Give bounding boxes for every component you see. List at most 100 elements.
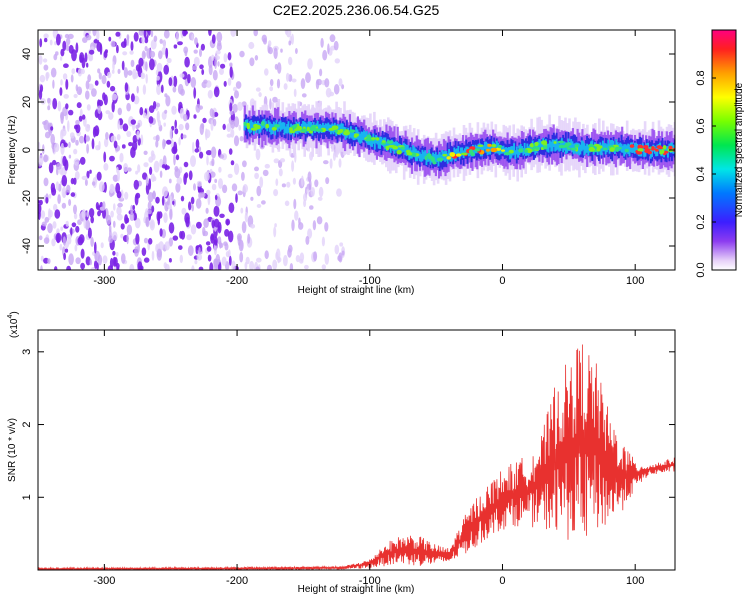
ridge-hotspot (486, 148, 490, 152)
noise-blob (117, 119, 121, 130)
noise-blob (116, 213, 123, 221)
ridge-band (406, 145, 409, 154)
ridge-band (279, 120, 282, 132)
ridge-band (578, 143, 580, 156)
noise-blob (73, 212, 78, 220)
noise-blob (145, 217, 150, 228)
ridge-band (397, 143, 400, 152)
noise-blob (179, 231, 183, 239)
noise-blob (113, 140, 118, 149)
noise-blob (130, 93, 135, 103)
noise-blob (142, 112, 147, 119)
noise-blob (261, 200, 266, 205)
ridge-band (373, 137, 376, 150)
ridge-hotspot (300, 128, 308, 133)
noise-blob (167, 195, 170, 206)
noise-blob (104, 137, 109, 148)
noise-blob (41, 221, 47, 227)
ridge-hotspot (524, 149, 528, 153)
noise-blob (226, 133, 232, 138)
ridge-band (413, 147, 416, 158)
noise-blob (66, 265, 71, 270)
noise-blob (196, 221, 202, 229)
noise-blob (145, 176, 149, 186)
ridge-band (635, 142, 638, 152)
noise-blob (97, 99, 104, 107)
ridge-band (324, 123, 327, 131)
colorbar-tick-label: 0.4 (695, 166, 707, 181)
noise-blob (126, 167, 132, 172)
ridge-hotspot (339, 129, 344, 133)
noise-blob (209, 262, 214, 270)
noise-blob (291, 33, 294, 45)
noise-blob (76, 102, 82, 109)
noise-blob (116, 206, 122, 216)
noise-blob (250, 196, 254, 201)
noise-blob (70, 74, 74, 83)
ridge-band (310, 122, 312, 130)
noise-blob (217, 61, 220, 67)
ridge-hotspot (529, 143, 534, 148)
noise-blob (230, 120, 236, 129)
noise-blob (229, 110, 234, 116)
noise-blob (196, 253, 203, 261)
noise-blob (90, 237, 94, 247)
ridge-band (665, 146, 668, 155)
noise-blob (65, 103, 69, 110)
noise-blob (140, 134, 144, 146)
noise-blob (332, 151, 336, 161)
ridge-band (541, 141, 543, 150)
noise-blob (230, 160, 235, 166)
noise-blob (325, 177, 330, 185)
noise-blob (100, 242, 104, 249)
noise-blob (223, 53, 228, 63)
noise-blob (55, 181, 60, 191)
noise-blob (80, 68, 86, 75)
noise-blob (111, 93, 118, 101)
noise-blob (284, 200, 290, 207)
noise-blob (292, 177, 296, 185)
ridge-band (363, 130, 365, 140)
noise-blob (278, 168, 283, 177)
ridge-band (530, 144, 533, 152)
ridge-band (607, 139, 610, 150)
noise-blob (67, 33, 74, 40)
ridge-hotspot (624, 148, 629, 153)
noise-blob (199, 64, 204, 70)
ridge-band (360, 131, 363, 143)
ridge-band (340, 123, 343, 135)
ridge-band (584, 145, 587, 154)
ridge-band (539, 140, 542, 148)
noise-blob (57, 194, 61, 205)
noise-blob (190, 224, 197, 235)
noise-blob (85, 90, 90, 100)
noise-blob (219, 154, 225, 159)
noise-blob (253, 30, 258, 37)
ridge-band (302, 121, 304, 133)
noise-blob (145, 73, 148, 84)
noise-blob (307, 228, 313, 239)
noise-blob (68, 154, 72, 159)
noise-blob (336, 188, 342, 197)
noise-blob (241, 221, 247, 234)
noise-blob (288, 244, 293, 253)
noise-blob (241, 171, 245, 181)
noise-blob (208, 30, 212, 37)
noise-blob (277, 62, 282, 74)
noise-blob (211, 54, 215, 61)
noise-blob (148, 238, 153, 245)
noise-blob (138, 30, 145, 36)
colorbar-tick-label: 0.2 (695, 214, 707, 229)
ridge-band (655, 148, 657, 157)
noise-blob (133, 32, 139, 42)
noise-blob (108, 235, 113, 244)
noise-blob (94, 241, 97, 254)
ridge-band (436, 155, 438, 162)
noise-blob (120, 223, 125, 230)
noise-blob (248, 41, 255, 50)
noise-blob (130, 146, 136, 159)
ridge-hotspot (306, 126, 310, 132)
spectrogram-x-label: Height of straight line (km) (298, 285, 415, 296)
ridge-band (515, 146, 518, 164)
noise-blob (42, 58, 48, 63)
